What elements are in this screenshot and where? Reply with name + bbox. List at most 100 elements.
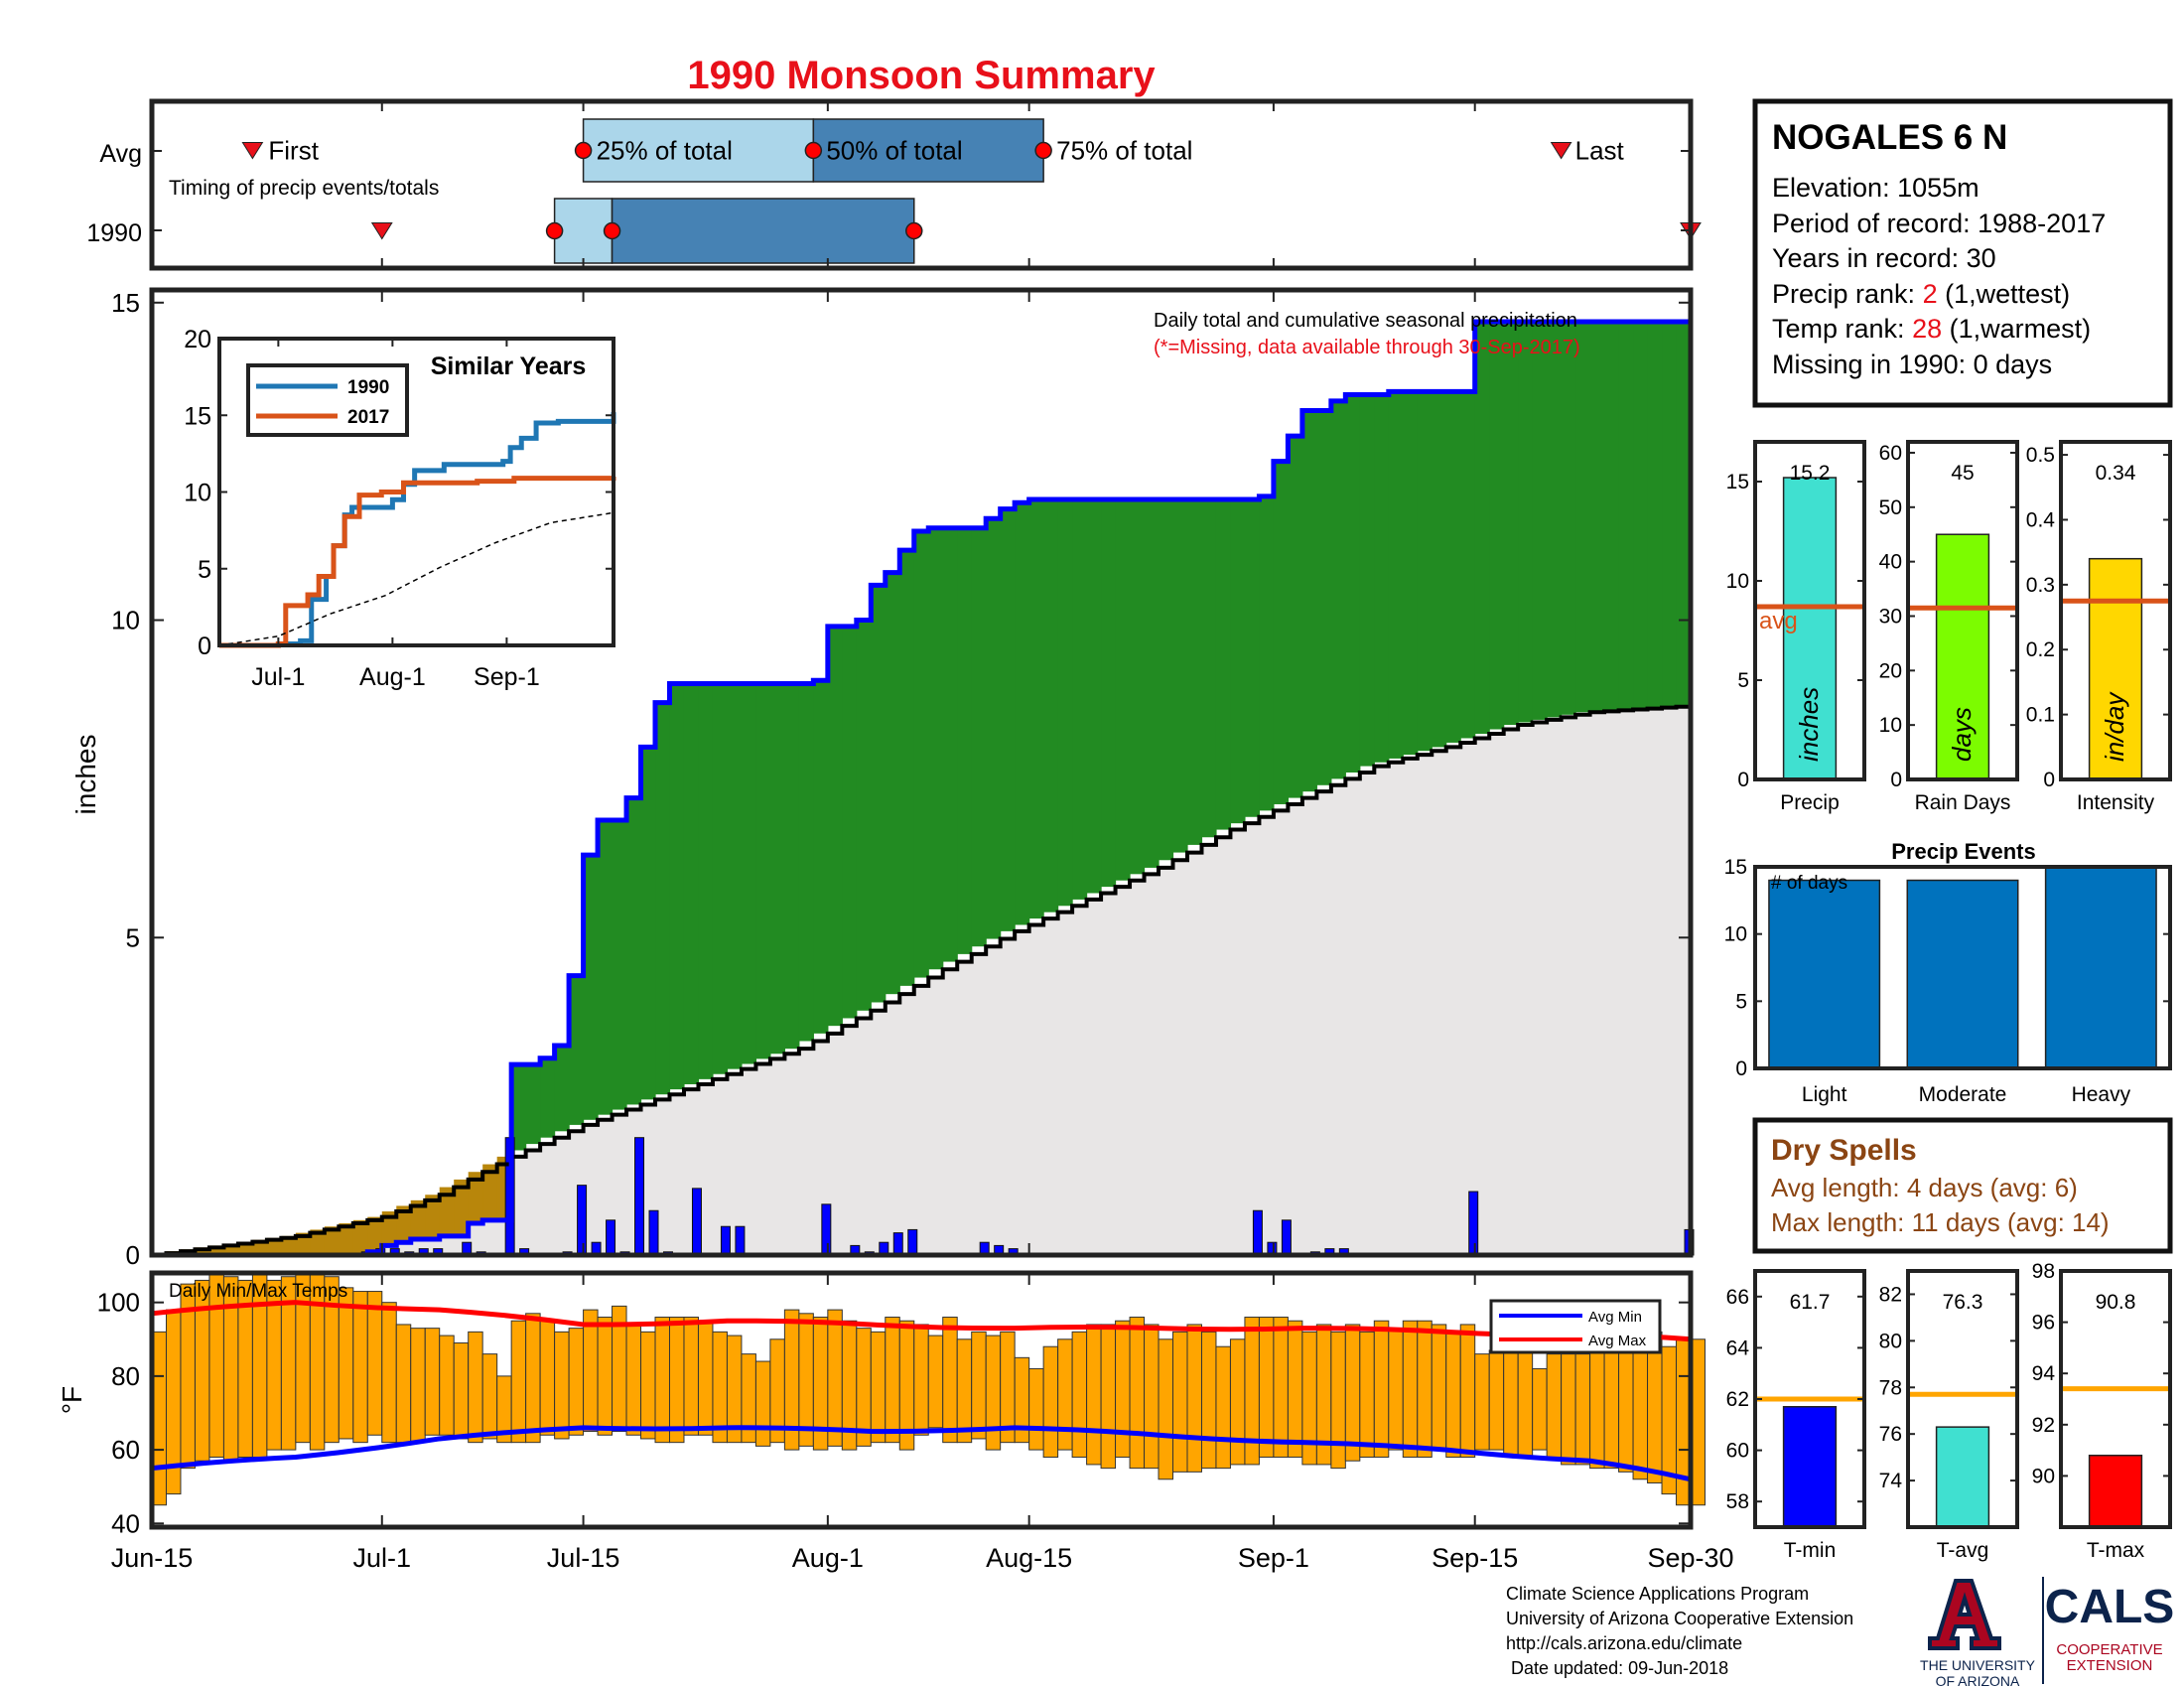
above-average-fill [1301,410,1317,792]
tavg_bar-chart: 74 76 78 80 82 76.3 T-avg [1879,1269,2019,1562]
timing-year-label: 1990 [86,219,142,247]
university-of-arizona-logo: THE UNIVERSITY OF ARIZONA [1920,1579,2036,1688]
daily-temp-range-bar [424,1328,441,1436]
precip-events-chart: Light Moderate Heavy 0 5 10 15 # of days Precip… [1724,839,2172,1106]
above-average-fill [1273,461,1289,804]
above-average-fill [655,702,671,1095]
daily-precip-bar [577,1185,588,1256]
above-average-fill [1532,321,1548,720]
above-average-fill [755,683,771,1059]
daily-precip-bar [634,1137,645,1256]
average-cumulative-area [152,705,1691,1255]
temp-y-tick-label: 60 [111,1435,140,1465]
station-name: NOGALES 6 N [1772,118,2007,157]
daily-precip-bar [648,1209,659,1256]
above-average-fill [1316,410,1332,785]
daily-temp-range-bar [1574,1353,1591,1466]
legend-avg-max: Avg Max [1588,1333,1647,1349]
above-average-fill [1244,499,1261,817]
above-average-fill [1633,321,1649,709]
ua-name-line-1: THE UNIVERSITY [1920,1657,2036,1673]
above-average-fill [683,683,700,1084]
daily-temp-range-bar [1561,1353,1576,1466]
daily-temp-range-bar [1115,1320,1131,1459]
tmax_bar-y-tick-label: 92 [2032,1414,2055,1437]
tmax_bar-frame [2059,1269,2172,1529]
tavg_bar-y-tick-label: 82 [1879,1283,1902,1306]
temperature-chart: 40 60 80 100 Jun-15 Jul-1 Jul-15 Aug-1 Aug-15 Sep… [57,1270,1734,1573]
daily-temp-range-bar [942,1317,958,1444]
above-average-fill [1417,391,1433,752]
daily-temp-range-bar [1431,1324,1447,1451]
above-average-fill [626,797,642,1105]
above-average-fill [1086,499,1102,894]
inset-x-tick-label: Jul-1 [251,663,305,691]
daily-temp-range-bar [568,1328,585,1436]
daily-precip-bar [1252,1209,1263,1256]
tavg_bar-y-tick-label: 76 [1879,1423,1902,1446]
above-average-fill [1445,391,1461,743]
daily-temp-range-bar [870,1331,887,1444]
temp-rank: Temp rank: 28 (1,warmest) [1772,314,2091,344]
above-average-fill [569,975,585,1125]
main-y-axis-label: inches [70,735,101,815]
daily-temp-range-bar [1100,1324,1117,1470]
above-average-fill [727,683,743,1069]
daily-temp-range-bar [439,1335,455,1436]
tavg_bar-value-bar [1935,1426,1990,1528]
above-average-fill [612,819,627,1110]
avg-min-temp-line [151,1425,1692,1482]
footer-credits: Climate Science Applications Program Uni… [1506,1584,1853,1678]
above-average-fill [1374,394,1390,763]
daily-temp-range-bar [697,1320,714,1436]
daily-temp-range-bar [1474,1353,1490,1451]
above-average-fill [511,1064,527,1151]
legend-1990: 1990 [347,377,389,398]
above-average-fill [784,683,800,1050]
above-average-fill [1518,321,1534,723]
above-average-fill [1057,499,1073,907]
daily-precip-bar [821,1203,832,1256]
station-years: Years in record: 30 [1772,243,1996,273]
precip_bar-value-bar [1782,477,1838,780]
tmin_bar-y-tick-label: 62 [1726,1388,1749,1411]
cumulative-precip-chart: 0 5 10 15 Daily total and cumulative season… [70,287,1695,1270]
intensity_bar-y-tick-label: 0.4 [2026,508,2056,531]
above-average-fill [1474,321,1490,734]
precip_bar-unit-label: inches [1794,687,1824,762]
main-y-tick-label: 10 [111,606,140,635]
above-average-fill [525,1064,541,1145]
above-average-fill [769,683,785,1055]
missing-annotation: (*=Missing, data available through 30-Se… [1154,337,1580,358]
date-axis-tick-label: Sep-1 [1238,1543,1309,1573]
below-average-fill [208,1245,225,1255]
intensity_bar-y-tick-label: 0.1 [2026,704,2055,727]
tmin_bar-x-label: T-min [1784,1539,1837,1562]
timing-box-50-75 [812,118,1044,183]
cals-logo: CALS COOPERATIVE EXTENSION [2045,1581,2175,1674]
intensity_bar-value-bar [2088,557,2143,780]
daily-temp-range-bar [1589,1338,1605,1470]
above-average-fill [1201,499,1217,838]
daily-temp-range-bar [453,1341,470,1440]
above-average-fill [1130,499,1146,875]
daily-temp-range-bar [481,1353,498,1440]
above-average-fill [971,527,987,947]
daily-temp-range-bar [395,1324,412,1444]
daily-precip-bar [606,1219,616,1256]
intensity_bar-y-tick-label: 0.3 [2026,574,2055,597]
daily-temp-range-bar [1330,1331,1346,1470]
above-average-fill [598,819,614,1115]
legend-avg-min: Avg Min [1588,1309,1642,1326]
daily-temp-range-bar [683,1317,699,1436]
inset-x-tick-label: Sep-1 [474,663,540,691]
daily-temp-range-bar [1057,1338,1073,1451]
above-average-fill [1589,321,1605,712]
tmax_bar-x-label: T-max [2087,1539,2145,1562]
daily-precip-bar [1468,1191,1479,1256]
above-average-fill [1604,321,1620,711]
below-average-fill [396,1205,412,1243]
inset-y-tick-label: 0 [198,633,211,660]
tmax_bar-chart: 90 92 94 96 98 90.8 T-max [2032,1260,2172,1562]
figure-title: 1990 Monsoon Summary [687,54,1156,97]
